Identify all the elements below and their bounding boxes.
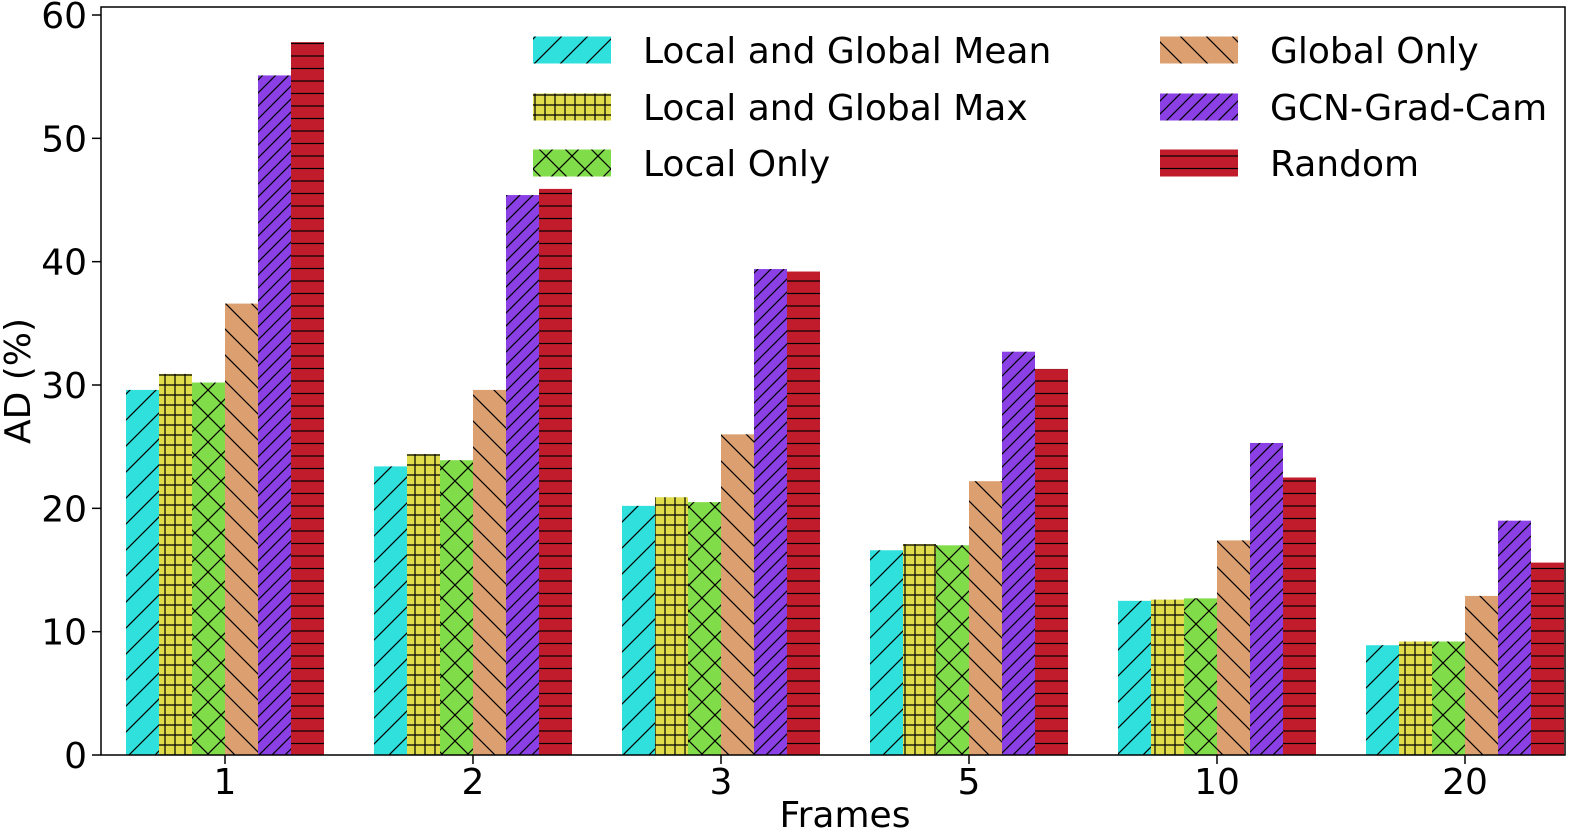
bar-hatch-1-4 <box>258 75 291 755</box>
bar-hatch-1-5 <box>291 42 324 755</box>
legend-swatch-hatch <box>1160 93 1238 121</box>
legend-swatch-hatch <box>533 149 611 177</box>
bar-hatch-5-1 <box>903 544 936 755</box>
bar-hatch-5-5 <box>1035 368 1068 755</box>
bar-hatch-10-4 <box>1250 442 1283 755</box>
bar-hatch-1-1 <box>159 373 192 755</box>
bar-hatch-10-5 <box>1283 477 1316 755</box>
bar-hatch-2-2 <box>440 460 473 755</box>
bar-hatch-10-0 <box>1118 600 1151 755</box>
x-tick-label: 20 <box>1442 762 1488 803</box>
plot-area-frame <box>100 6 1566 756</box>
legend-label: Random <box>1270 144 1419 185</box>
bar-hatch-3-5 <box>787 271 820 755</box>
bar-hatch-3-4 <box>754 269 787 755</box>
y-tick-label: 40 <box>41 243 87 284</box>
x-axis-label: Frames <box>780 795 911 836</box>
bar-hatch-2-5 <box>539 188 572 755</box>
bar-hatch-20-5 <box>1531 562 1564 755</box>
legend-swatch-hatch <box>1160 36 1238 64</box>
legend-label: Local Only <box>643 144 830 185</box>
legend: Local and Global Mean Local and Global Ma… <box>533 31 1547 185</box>
bar-hatch-5-3 <box>969 481 1002 755</box>
bar-hatch-2-3 <box>473 389 506 755</box>
y-tick-label: 20 <box>41 489 87 530</box>
bar-hatch-2-1 <box>407 454 440 755</box>
bar-hatch-3-3 <box>721 434 754 755</box>
legend-label: Local and Global Mean <box>643 31 1051 72</box>
x-tick-label: 2 <box>462 762 485 803</box>
x-tick-label: 10 <box>1194 762 1240 803</box>
x-tick-label: 1 <box>214 762 237 803</box>
bar-hatch-2-4 <box>506 195 539 756</box>
legend-swatch-hatch <box>533 36 611 64</box>
y-axis: 0 10 20 30 40 50 60 <box>41 0 101 777</box>
bar-hatch-3-1 <box>655 497 688 755</box>
bar-hatch-1-2 <box>192 382 225 755</box>
bar-hatch-5-4 <box>1002 351 1035 755</box>
bar-hatch-10-1 <box>1151 599 1184 755</box>
bar-hatch-20-0 <box>1366 645 1399 755</box>
bar-hatch-20-4 <box>1498 520 1531 755</box>
x-tick-label: 3 <box>710 762 733 803</box>
bar-hatch-2-0 <box>374 466 407 755</box>
legend-label: GCN-Grad-Cam <box>1270 88 1547 129</box>
y-tick-label: 60 <box>41 0 87 37</box>
bar-hatch-3-0 <box>622 505 655 755</box>
x-tick-label: 5 <box>958 762 981 803</box>
bar-hatch-1-3 <box>225 303 258 755</box>
y-tick-label: 50 <box>41 119 87 160</box>
bar-hatch-10-2 <box>1184 598 1217 755</box>
bar-hatch-20-1 <box>1399 641 1432 755</box>
y-tick-label: 10 <box>41 613 87 654</box>
bar-hatch-1-0 <box>126 389 159 755</box>
legend-swatch-hatch <box>1160 149 1238 177</box>
legend-label: Local and Global Max <box>643 88 1028 129</box>
y-tick-label: 30 <box>41 366 87 407</box>
legend-label: Global Only <box>1270 31 1479 72</box>
bar-hatch-20-3 <box>1465 595 1498 755</box>
y-tick-label: 0 <box>64 736 87 777</box>
bar-hatch-5-2 <box>936 545 969 755</box>
bar-hatch-3-2 <box>688 502 721 755</box>
bar-hatch-20-2 <box>1432 641 1465 755</box>
legend-swatch-hatch <box>533 93 611 121</box>
bar-hatch-10-3 <box>1217 540 1250 755</box>
bar-hatch-5-0 <box>870 550 903 755</box>
x-axis: 1 2 3 5 10 20 <box>214 755 1488 803</box>
bars-group <box>126 42 1564 756</box>
y-axis-label: AD (%) <box>0 318 39 444</box>
